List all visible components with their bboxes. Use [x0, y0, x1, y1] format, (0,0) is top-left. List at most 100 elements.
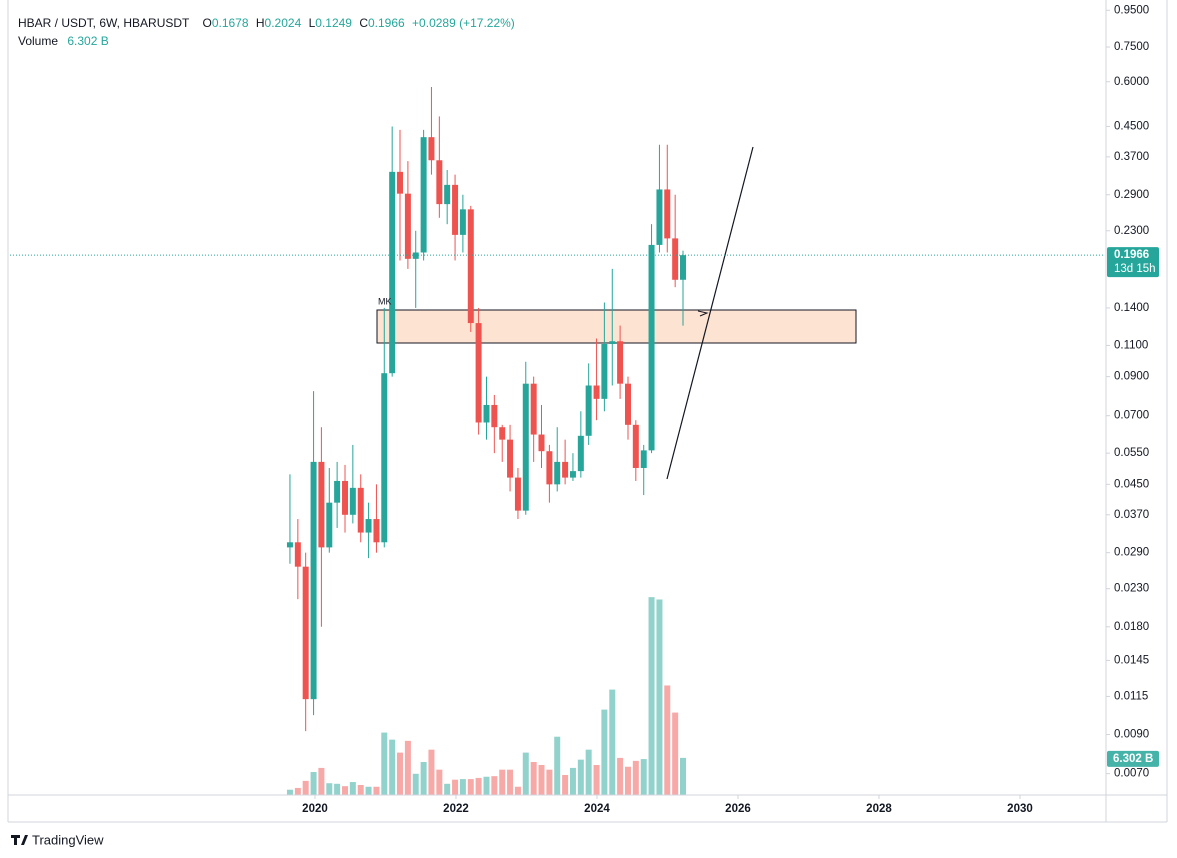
x-tick-label: 2026 — [725, 803, 751, 815]
candle-body — [672, 238, 679, 280]
trend-line — [666, 146, 754, 480]
ohlc-value: 0.1966 — [368, 16, 405, 30]
volume-bar — [546, 769, 553, 795]
candle-body — [585, 385, 592, 436]
candle-body — [656, 189, 663, 245]
volume-bar — [499, 769, 506, 795]
x-tick-label: 2020 — [302, 803, 328, 815]
candle-body — [538, 434, 545, 452]
volume-bar — [349, 782, 356, 795]
volume-bar — [420, 762, 427, 795]
candle-body — [286, 542, 293, 548]
y-tick-label: 0.0370 — [1114, 509, 1149, 521]
last-price-box — [1107, 247, 1159, 278]
header: HBAR / USDT, 6W, HBARUSDT O0.1678 H0.202… — [18, 16, 515, 30]
volume-bar — [459, 779, 466, 795]
candle-body — [349, 487, 356, 515]
axes: 0.9500 0.7500 0.6000 0.4500 0.3700 0.2900 0.23… — [302, 4, 1159, 815]
volume-bar — [318, 767, 325, 795]
y-tick-label: 0.6000 — [1114, 76, 1149, 88]
volume-bar — [342, 786, 349, 795]
ohlc-label: O — [202, 16, 211, 30]
volume-value: 6.302 B — [67, 34, 108, 48]
ohlc-label: L — [309, 16, 316, 30]
candle-body — [294, 542, 301, 567]
annotation: MK — [378, 296, 392, 306]
volume-title: Volume — [18, 34, 58, 48]
x-tick-label: 2022 — [443, 803, 469, 815]
volume-bar — [302, 780, 309, 795]
x-tick-label: 2024 — [584, 803, 610, 815]
volume-pane — [286, 597, 686, 795]
arrow-marker — [697, 310, 709, 317]
ohlc-label: H — [256, 16, 265, 30]
volume-bar — [404, 740, 411, 795]
volume-bar — [648, 597, 655, 795]
ohlc-value: 0.2024 — [265, 16, 302, 30]
y-tick-label: 0.9500 — [1114, 4, 1149, 16]
candle-body — [436, 160, 443, 205]
y-tick-label: 0.0090 — [1114, 729, 1149, 741]
volume-bar — [436, 769, 443, 795]
volume-header: Volume 6.302 B — [18, 34, 109, 48]
x-tick-label: 2030 — [1007, 803, 1033, 815]
candle-body — [562, 461, 569, 478]
volume-bar — [397, 752, 404, 795]
volume-value-label: 6.302 B — [1113, 753, 1153, 765]
y-tick-label: 0.2300 — [1114, 225, 1149, 237]
volume-bar — [326, 783, 333, 795]
volume-bar — [365, 786, 372, 795]
volume-bar — [562, 774, 569, 795]
logo: TradingView — [11, 832, 104, 847]
y-tick-label: 0.0115 — [1114, 690, 1148, 702]
candle-body — [318, 461, 325, 548]
volume-bar — [452, 779, 459, 795]
candle-body — [342, 480, 349, 515]
volume-bar — [538, 764, 545, 795]
volume-bar — [679, 757, 686, 795]
volume-bar — [601, 709, 608, 795]
candle-body — [601, 344, 608, 399]
volume-bar — [609, 689, 616, 795]
volume-bar — [554, 736, 561, 795]
volume-bar — [656, 599, 663, 795]
change: +0.0289 (+17.22%) — [412, 16, 515, 30]
candle-body — [679, 255, 686, 280]
candle-body — [475, 323, 482, 423]
candle-body — [522, 383, 529, 511]
candle-body — [507, 439, 514, 478]
ohlc-label: C — [359, 16, 368, 30]
y-tick-label: 0.0550 — [1114, 447, 1149, 459]
candle-body — [334, 480, 341, 503]
candle-body — [624, 383, 631, 425]
candle-body — [640, 450, 647, 468]
y-tick-label: 0.0070 — [1114, 768, 1149, 780]
last-price-label: 0.1966 — [1114, 249, 1149, 261]
ohlc-value: 0.1249 — [315, 16, 352, 30]
candle-body — [514, 477, 521, 511]
y-tick-label: 0.3700 — [1114, 151, 1149, 163]
chart-title: HBAR / USDT, 6W, HBARUSDT — [18, 16, 190, 30]
volume-bar — [475, 777, 482, 795]
volume-bar — [294, 787, 301, 795]
y-tick-label: 0.0145 — [1114, 654, 1149, 666]
candle-body — [664, 189, 671, 239]
candle-body — [365, 519, 372, 533]
volume-bar — [585, 749, 592, 795]
volume-bar — [483, 776, 490, 795]
candle-body — [577, 435, 584, 472]
countdown: 13d 15h — [1114, 263, 1156, 275]
volume-bar — [577, 759, 584, 795]
y-tick-label: 0.0700 — [1114, 410, 1149, 422]
candle-body — [530, 383, 537, 435]
candle-body — [609, 341, 616, 345]
y-tick-label: 0.0450 — [1114, 478, 1149, 490]
volume-bar — [672, 712, 679, 795]
ohlc-value: 0.1678 — [212, 16, 249, 30]
x-tick-label: 2028 — [866, 803, 892, 815]
plot-area — [10, 86, 1105, 795]
y-tick-label: 0.1400 — [1114, 302, 1149, 314]
candle-body — [302, 566, 309, 700]
volume-bar — [624, 766, 631, 795]
candle-body — [412, 252, 419, 259]
